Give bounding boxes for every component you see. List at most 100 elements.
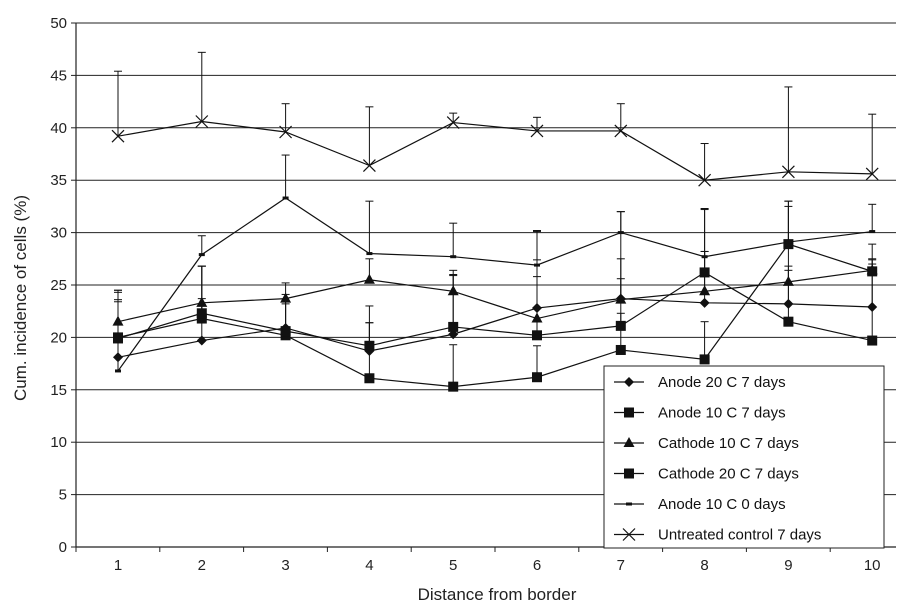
x-axis-title: Distance from border [418, 585, 577, 604]
point-anode-10-c-0-days [617, 231, 624, 235]
point-anode-10-c-0-days [450, 255, 457, 259]
error-bar-anode-10-c-7-days [533, 345, 541, 378]
error-bars [114, 51, 877, 387]
error-bar-anode-10-c-0-days [616, 211, 625, 233]
x-marker-stroke [446, 116, 460, 129]
point-anode-10-c-0-days [198, 253, 205, 257]
error-bar-untreated-control-7-days [700, 143, 709, 181]
point-anode-10-c-7-days [783, 239, 794, 250]
point-anode-10-c-0-days [366, 252, 373, 256]
y-tick-label: 25 [50, 277, 67, 294]
error-bar-anode-10-c-0-days [197, 235, 206, 255]
error-bar-untreated-control-7-days [533, 116, 541, 131]
error-bar-untreated-control-7-days [114, 70, 122, 137]
point-untreated-control-7-days [530, 124, 544, 138]
x-tick-label: 1 [114, 557, 122, 574]
point-untreated-control-7-days [781, 165, 795, 179]
legend-marker [623, 437, 635, 447]
point-cathode-10-c-7-days [866, 264, 878, 275]
error-bar-untreated-control-7-days [784, 86, 793, 172]
legend-item-cathode-20-c-7-days: Cathode 20 C 7 days [614, 466, 799, 483]
error-bar-cathode-20-c-7-days [449, 274, 458, 327]
x-marker-stroke [622, 528, 636, 541]
y-tick-labels: 0 5 10 15 20 25 30 35 40 45 50 [50, 15, 67, 556]
series-lines [117, 120, 873, 388]
point-anode-20-c-7-days [699, 297, 710, 308]
point-untreated-control-7-days [698, 173, 712, 187]
point-anode-10-c-0-days [534, 263, 540, 267]
x-tick-label: 5 [449, 557, 457, 574]
point-cathode-10-c-7-days [531, 312, 543, 323]
point-untreated-control-7-days [614, 124, 628, 138]
legend-label: Anode 10 C 7 days [658, 405, 786, 422]
legend: Anode 20 C 7 days Anode 10 C 7 days Cathod… [603, 365, 885, 549]
legend-item-anode-10-c-0-days: Anode 10 C 0 days [614, 496, 786, 513]
x-marker-stroke [865, 167, 879, 181]
legend-marker [626, 502, 632, 506]
error-bar-untreated-control-7-days [868, 113, 877, 174]
legend-box [603, 365, 885, 549]
error-bar-anode-10-c-7-days [700, 321, 709, 360]
legend-label: Cathode 10 C 7 days [658, 435, 799, 452]
point-cathode-20-c-7-days [867, 335, 878, 346]
error-bar-untreated-control-7-days [281, 103, 290, 132]
point-cathode-10-c-7-days [699, 285, 711, 296]
point-cathode-10-c-7-days [196, 296, 208, 307]
point-untreated-control-7-days [362, 159, 376, 172]
point-anode-10-c-0-days [869, 230, 876, 234]
series-line-cathode-10-c-7-days [117, 269, 873, 323]
point-anode-10-c-0-days [282, 196, 289, 200]
error-bar-anode-10-c-0-days [449, 222, 458, 257]
error-bar-anode-10-c-0-days [281, 154, 290, 199]
point-anode-10-c-7-days [699, 354, 710, 365]
x-marker-stroke [530, 124, 544, 138]
y-tick-label: 15 [50, 382, 67, 399]
error-bar-anode-10-c-0-days [533, 230, 541, 266]
point-untreated-control-7-days [111, 129, 125, 143]
y-tick-label: 35 [50, 172, 67, 189]
point-anode-20-c-7-days [783, 298, 794, 309]
error-bar-cathode-20-c-7-days [616, 258, 625, 326]
error-bar-anode-10-c-0-days [868, 203, 877, 232]
point-cathode-20-c-7-days [280, 326, 291, 337]
point-anode-10-c-7-days [448, 381, 459, 392]
x-marker-stroke [195, 115, 209, 128]
legend-item-cathode-10-c-7-days: Cathode 10 C 7 days [614, 435, 799, 452]
point-anode-10-c-0-days [115, 369, 121, 373]
y-tick-label: 45 [50, 67, 67, 84]
legend-label: Untreated control 7 days [658, 527, 821, 544]
point-anode-10-c-0-days [785, 240, 792, 244]
legend-label: Anode 10 C 0 days [658, 496, 786, 513]
point-untreated-control-7-days [195, 115, 209, 128]
point-cathode-20-c-7-days [699, 267, 710, 278]
point-anode-20-c-7-days [113, 352, 123, 363]
point-cathode-10-c-7-days [280, 292, 292, 303]
point-cathode-20-c-7-days [364, 340, 375, 351]
series-line-anode-20-c-7-days [117, 298, 873, 358]
y-tick-label: 5 [59, 487, 67, 504]
legend-marker [624, 377, 634, 387]
legend-item-untreated-control-7-days: Untreated control 7 days [614, 527, 821, 544]
x-tick-label: 4 [365, 557, 373, 574]
error-bar-untreated-control-7-days [449, 112, 458, 123]
point-cathode-20-c-7-days [448, 321, 459, 332]
series-line-anode-10-c-7-days [117, 243, 873, 388]
error-bar-cathode-20-c-7-days [365, 305, 374, 346]
point-cathode-20-c-7-days [783, 316, 794, 327]
point-cathode-20-c-7-days [532, 330, 542, 341]
x-tick-label: 10 [864, 557, 881, 574]
x-marker-stroke [698, 173, 712, 187]
point-cathode-10-c-7-days [112, 315, 124, 326]
legend-item-anode-20-c-7-days: Anode 20 C 7 days [614, 374, 786, 391]
error-bar-untreated-control-7-days [197, 51, 206, 122]
x-tick-label: 9 [784, 557, 792, 574]
point-anode-10-c-7-days [196, 313, 207, 324]
legend-item-anode-10-c-7-days: Anode 10 C 7 days [614, 405, 786, 422]
y-axis-title: Cum. incidence of cells (%) [11, 195, 30, 401]
error-bar-untreated-control-7-days [365, 106, 374, 166]
x-tick-labels: 1 2 3 4 5 6 7 8 9 10 [114, 557, 881, 574]
x-marker-stroke [111, 129, 125, 143]
point-anode-10-c-0-days [701, 255, 708, 259]
x-tick-label: 8 [700, 557, 708, 574]
point-anode-20-c-7-days [867, 302, 878, 313]
